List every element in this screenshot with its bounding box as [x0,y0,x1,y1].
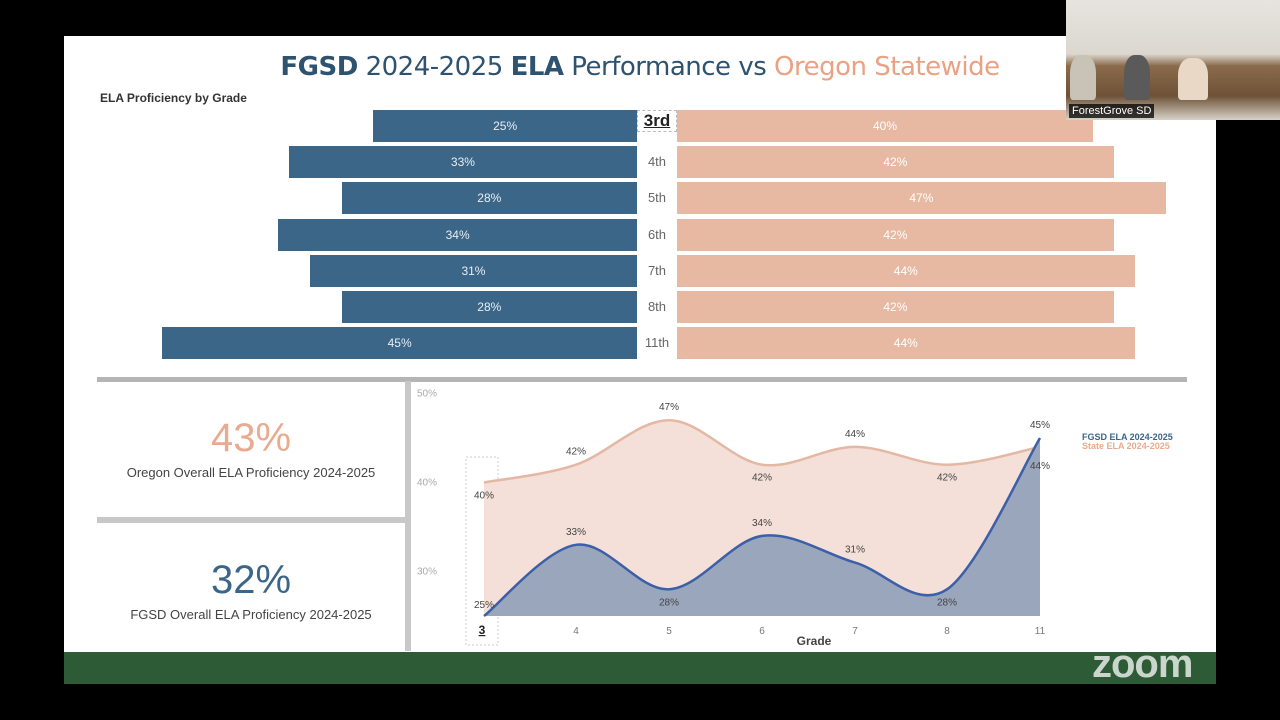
state-bar-5th[interactable]: 47% [677,182,1166,215]
x-tick-label[interactable]: 3 [479,623,486,637]
bar-chart-title: ELA Proficiency by Grade [100,91,247,105]
grade-label-5th[interactable]: 5th [647,190,667,206]
fgsd-data-label: 33% [566,527,586,538]
fgsd-data-label: 28% [659,597,679,608]
state-bar-3rd[interactable]: 40% [677,110,1093,142]
divider [97,517,405,523]
legend-entry[interactable]: State ELA 2024-2025 [1082,441,1170,451]
fgsd-data-label: 25% [474,600,494,611]
fgsd-bar-7th[interactable]: 31% [309,254,637,287]
x-tick-label[interactable]: 5 [666,626,672,637]
slide-title: FGSD 2024-2025 ELA Performance vs Oregon… [64,52,1216,82]
state-data-label: 47% [659,402,679,413]
state-data-label: 40% [474,491,494,502]
area-chart: 30% 40% 50% 25% 33% 28% 34% 31% 28% 45% 40% 42% 47% 4… [417,389,1173,649]
fgsd-data-label: 45% [1030,420,1050,431]
x-axis-title: Grade [797,634,832,648]
participant-figure [1070,55,1096,100]
participant-figure [1124,55,1150,100]
y-tick-label: 30% [417,567,437,578]
title-year: 2024-2025 [365,52,504,82]
state-bar-4th[interactable]: 42% [677,146,1114,179]
participant-name: ForestGrove SD [1069,104,1155,118]
divider [405,381,411,651]
fgsd-bar-8th[interactable]: 28% [341,291,637,323]
fgsd-bar-5th[interactable]: 28% [341,182,637,215]
oregon-kpi-value: 43% [210,416,292,460]
oregon-kpi-card: 43% Oregon Overall ELA Proficiency 2024-… [97,416,405,480]
state-data-label: 42% [937,473,957,484]
x-tick-label[interactable]: 6 [759,626,765,637]
y-tick-label: 50% [417,389,437,400]
participant-figure [1178,58,1208,100]
state-data-label: 44% [1030,461,1050,472]
x-tick-label[interactable]: 4 [573,626,579,637]
x-tick-label[interactable]: 8 [944,626,950,637]
grade-label-3rd[interactable]: 3rd [637,110,677,132]
x-tick-label[interactable]: 11 [1035,626,1046,637]
fgsd-line [483,437,1042,617]
title-fgsd: FGSD [280,52,358,82]
grade-label-11th[interactable]: 11th [644,335,670,351]
presentation-slide: FGSD 2024-2025 ELA Performance vs Oregon… [64,36,1216,684]
state-bar-7th[interactable]: 44% [677,254,1135,287]
legend-entry[interactable]: FGSD ELA 2024-2025 [1082,432,1173,442]
participant-video-thumbnail[interactable]: ForestGrove SD [1066,0,1280,120]
fgsd-kpi-value: 32% [210,558,292,602]
grade-label-4th[interactable]: 4th [647,154,667,170]
title-vs: Performance vs [571,52,767,82]
y-tick-label: 40% [417,478,437,489]
fgsd-data-label: 28% [937,597,957,608]
state-data-label: 42% [566,447,586,458]
state-bar-11th[interactable]: 44% [677,327,1135,360]
fgsd-kpi-label: FGSD Overall ELA Proficiency 2024-2025 [130,607,372,622]
fgsd-bar-11th[interactable]: 45% [162,327,637,360]
fgsd-bar-4th[interactable]: 33% [288,146,637,179]
fgsd-data-label: 31% [845,545,865,556]
zoom-watermark-logo: zoom [1092,642,1193,686]
title-oregon: Oregon Statewide [774,52,1000,82]
state-data-label: 44% [845,429,865,440]
fgsd-data-label: 34% [752,518,772,529]
oregon-kpi-label: Oregon Overall ELA Proficiency 2024-2025 [126,465,376,480]
state-bar-8th[interactable]: 42% [677,291,1114,323]
state-line [483,418,1041,484]
slide-footer-bar [64,652,1216,684]
grade-label-7th[interactable]: 7th [647,262,667,278]
fgsd-bar-3rd[interactable]: 25% [373,110,637,142]
state-bar-6th[interactable]: 42% [677,218,1114,251]
grade-label-6th[interactable]: 6th [647,226,667,242]
fgsd-area [484,438,1040,616]
state-data-label: 42% [752,473,772,484]
title-ela: ELA [510,52,564,82]
fgsd-kpi-card: 32% FGSD Overall ELA Proficiency 2024-20… [97,558,405,622]
divider [97,377,1187,382]
fgsd-bar-6th[interactable]: 34% [278,218,637,251]
grade-label-8th[interactable]: 8th [647,299,667,314]
x-tick-label[interactable]: 7 [852,626,858,637]
